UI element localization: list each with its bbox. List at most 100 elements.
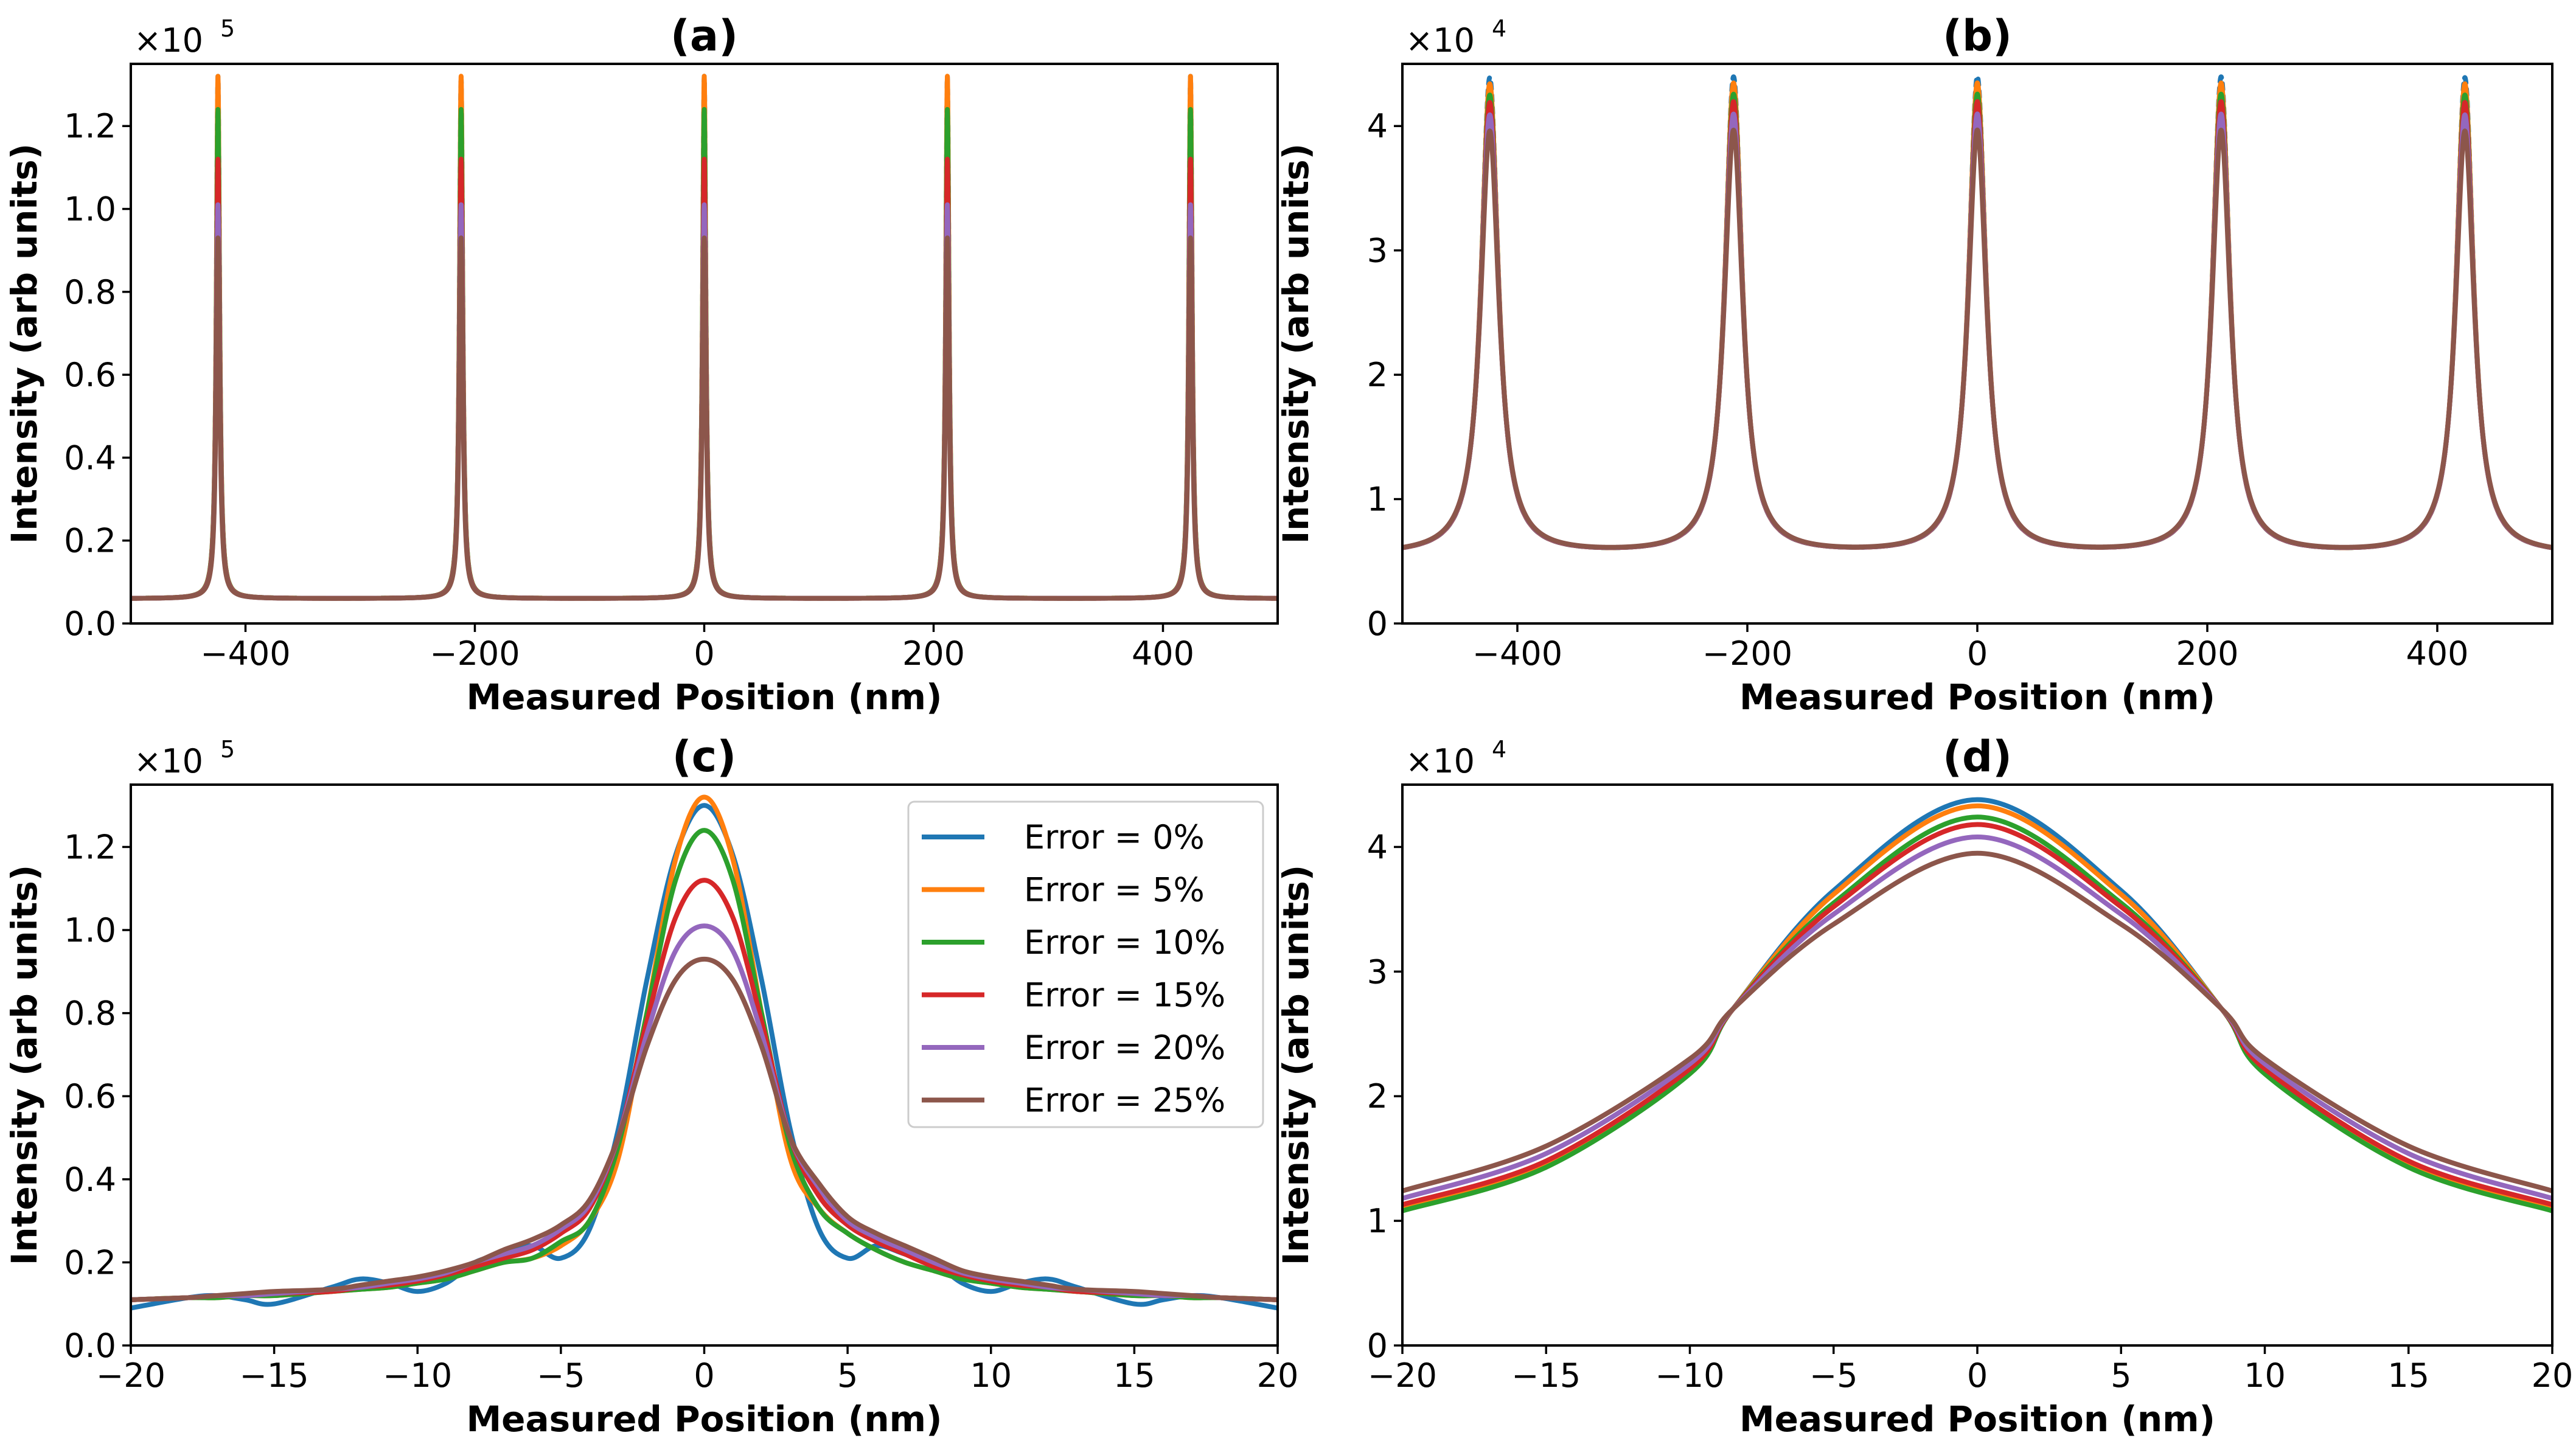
- panel-title: (b): [1943, 11, 2012, 61]
- y-tick-label: 0.0: [64, 1327, 116, 1365]
- x-tick-label: 0: [1967, 1356, 1988, 1395]
- x-tick-label: −400: [1472, 634, 1562, 673]
- series-line-4: [1402, 835, 2552, 1201]
- x-tick-label: 400: [1132, 634, 1194, 673]
- series-line-3: [1402, 822, 2552, 1207]
- y-tick-label: 0.4: [64, 1161, 116, 1199]
- y-axis-label: Intensity (arb units): [1275, 865, 1317, 1266]
- y-multiplier-base: ×10: [1405, 742, 1475, 780]
- x-tick-label: −15: [240, 1356, 309, 1395]
- x-tick-label: 10: [970, 1356, 1012, 1395]
- panel-title: (a): [670, 11, 738, 61]
- y-axis-label: Intensity (arb units): [4, 144, 45, 544]
- x-tick-label: −10: [383, 1356, 452, 1395]
- y-tick-label: 3: [1367, 953, 1388, 991]
- x-tick-label: 20: [1257, 1356, 1299, 1395]
- y-tick-label: 2: [1367, 1077, 1388, 1116]
- series-line-5: [131, 235, 1278, 601]
- x-axis-label: Measured Position (nm): [1739, 1398, 2215, 1440]
- y-tick-label: 1.2: [64, 828, 116, 866]
- legend: Error = 0% Error = 5% Error = 10% Error = 1…: [907, 800, 1264, 1128]
- y-multiplier-base: ×10: [1405, 21, 1475, 60]
- y-tick-label: 0.2: [64, 522, 116, 560]
- x-tick-label: −20: [96, 1356, 165, 1395]
- panel-title: (c): [672, 732, 736, 782]
- x-tick-label: 0: [1967, 634, 1988, 673]
- x-tick-label: 5: [2111, 1356, 2131, 1395]
- series-line-2: [1402, 91, 2552, 550]
- series-line-5: [131, 956, 1278, 1302]
- x-tick-label: −5: [1809, 1356, 1858, 1395]
- x-tick-label: 0: [694, 634, 714, 673]
- x-tick-label: 200: [902, 634, 965, 673]
- panel-c: −20 −15 −10 −5 0 5 10 15 20 0.0 0.2 0.4 0.6 0.8 1.0 1.2…: [4, 732, 1298, 1440]
- y-tick-label: 0.8: [64, 273, 116, 311]
- y-multiplier: ×10 5: [134, 15, 235, 60]
- x-axis-label: Measured Position (nm): [1739, 676, 2215, 718]
- y-tick-label: 0: [1367, 605, 1388, 643]
- x-axis-label: Measured Position (nm): [466, 676, 942, 718]
- legend-entry: Error = 15%: [1024, 976, 1225, 1015]
- y-tick-label: 1.0: [64, 911, 116, 949]
- y-tick-label: 0.8: [64, 994, 116, 1033]
- series-line-5: [1402, 850, 2552, 1193]
- x-tick-label: 15: [2387, 1356, 2429, 1395]
- y-multiplier-exponent: 5: [220, 736, 235, 763]
- y-multiplier-exponent: 4: [1492, 736, 1506, 763]
- y-tick-label: 0.6: [64, 1077, 116, 1116]
- series-line-5: [1402, 127, 2552, 550]
- y-tick-label: 4: [1367, 828, 1388, 866]
- legend-entry: Error = 5%: [1024, 871, 1205, 909]
- x-tick-label: 20: [2532, 1356, 2574, 1395]
- y-axis-label: Intensity (arb units): [1275, 144, 1317, 544]
- x-tick-label: −200: [1702, 634, 1792, 673]
- x-tick-label: −20: [1368, 1356, 1437, 1395]
- y-multiplier: ×10 5: [134, 736, 235, 780]
- legend-entry: Error = 0%: [1024, 818, 1205, 856]
- x-tick-label: −15: [1511, 1356, 1581, 1395]
- y-tick-label: 1: [1367, 481, 1388, 519]
- x-axis-label: Measured Position (nm): [466, 1398, 942, 1440]
- x-tick-label: −10: [1655, 1356, 1725, 1395]
- y-tick-label: 2: [1367, 356, 1388, 394]
- legend-entry: Error = 25%: [1024, 1081, 1225, 1120]
- series-lines: [131, 74, 1278, 601]
- x-tick-label: −400: [200, 634, 290, 673]
- series-line-1: [1402, 80, 2552, 550]
- x-tick-label: −200: [430, 634, 520, 673]
- x-tick-label: −5: [537, 1356, 585, 1395]
- y-tick-label: 0: [1367, 1327, 1388, 1365]
- legend-entry: Error = 20%: [1024, 1029, 1225, 1067]
- y-multiplier-exponent: 5: [220, 15, 235, 42]
- y-tick-label: 1.0: [64, 190, 116, 229]
- y-multiplier-base: ×10: [134, 742, 203, 780]
- y-multiplier-exponent: 4: [1492, 15, 1506, 42]
- series-line-3: [1402, 99, 2552, 550]
- x-tick-label: 15: [1113, 1356, 1155, 1395]
- panel-b: −400 −200 0 200 400 0 1 2 3 4 Measured Position (n…: [1275, 11, 2553, 718]
- series-lines: [131, 794, 1278, 1311]
- series-line-2: [1402, 814, 2552, 1213]
- y-tick-label: 3: [1367, 232, 1388, 270]
- legend-box: [907, 800, 1264, 1128]
- y-tick-label: 0.6: [64, 356, 116, 394]
- y-tick-label: 0.0: [64, 605, 116, 643]
- series-lines: [1402, 797, 2552, 1213]
- x-tick-label: 5: [837, 1356, 858, 1395]
- y-tick-label: 0.4: [64, 439, 116, 477]
- x-tick-label: 10: [2244, 1356, 2286, 1395]
- panel-a: −400 −200 0 200 400 0.0 0.2 0.4 0.6 0.8 1.0 1.2 Meas…: [4, 11, 1279, 718]
- x-tick-label: 200: [2176, 634, 2238, 673]
- y-multiplier: ×10 4: [1405, 15, 1506, 60]
- axes-frame: [1401, 783, 2553, 1347]
- x-tick-label: 400: [2406, 634, 2468, 673]
- series-lines: [1402, 74, 2552, 550]
- y-axis-label: Intensity (arb units): [4, 865, 45, 1266]
- y-multiplier-base: ×10: [134, 21, 203, 60]
- series-line-4: [1402, 111, 2552, 550]
- y-multiplier: ×10 4: [1405, 736, 1506, 780]
- y-tick-label: 0.2: [64, 1243, 116, 1282]
- y-tick-label: 1: [1367, 1202, 1388, 1240]
- x-tick-label: 0: [694, 1356, 714, 1395]
